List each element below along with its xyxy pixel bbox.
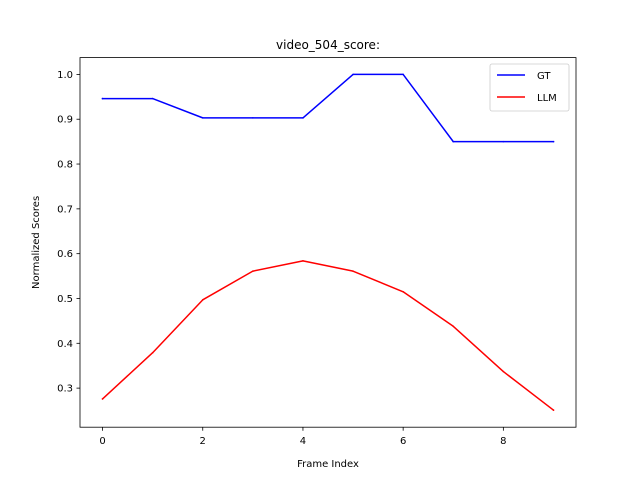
y-tick-label: 0.6 [57, 249, 73, 260]
plot-area [80, 57, 576, 428]
llm-data-point [402, 290, 404, 293]
llm-data-point [302, 260, 304, 262]
gt-data-point [452, 140, 455, 143]
llm-data-point [452, 325, 455, 328]
y-tick-label: 0.4 [57, 339, 73, 350]
gt-data-point [502, 140, 505, 143]
llm-data-point [352, 270, 354, 272]
x-tick-label: 8 [500, 436, 506, 447]
legend-gt-label: GT [537, 71, 551, 82]
x-tick-label: 6 [400, 436, 406, 447]
x-axis-label: Frame Index [297, 459, 359, 470]
gt-data-point [352, 73, 354, 76]
legend: GT LLM [489, 63, 570, 112]
gt-data-point [101, 97, 104, 100]
y-axis-label: Normalized Scores [31, 196, 42, 289]
gt-data-point [402, 73, 404, 76]
x-tick-label: 4 [300, 436, 306, 447]
y-tick-label: 0.8 [57, 160, 73, 171]
gt-data-point [201, 117, 204, 119]
llm-data-point [151, 351, 154, 354]
x-tick-label: 0 [99, 436, 105, 447]
llm-data-point [252, 270, 254, 272]
gt-data-point [252, 117, 254, 119]
gt-data-point [302, 117, 304, 119]
legend-box [489, 63, 570, 112]
plot-frame [79, 57, 577, 428]
y-tick-label: 0.5 [57, 294, 73, 305]
llm-data-point [552, 409, 555, 411]
series-layer [101, 73, 555, 412]
llm-data-point [502, 370, 505, 373]
llm-data-point [201, 299, 204, 301]
y-tick-label: 0.7 [57, 204, 73, 215]
y-tick-label: 1.0 [57, 70, 73, 81]
gt-data-point [552, 140, 555, 143]
gt-series-line [101, 73, 555, 143]
y-ticks: 0.3 0.4 0.5 0.6 0.7 0.8 0.9 1.0 [57, 70, 80, 395]
x-ticks: 0 2 4 6 8 [99, 427, 507, 447]
legend-llm-label: LLM [537, 93, 557, 104]
chart-title: video_504_score: [276, 38, 380, 52]
llm-series-line [101, 260, 555, 412]
llm-data-point [101, 398, 104, 400]
y-tick-label: 0.9 [57, 115, 73, 126]
y-tick-label: 0.3 [57, 384, 73, 395]
gt-data-point [151, 97, 154, 100]
x-tick-label: 2 [200, 436, 206, 447]
